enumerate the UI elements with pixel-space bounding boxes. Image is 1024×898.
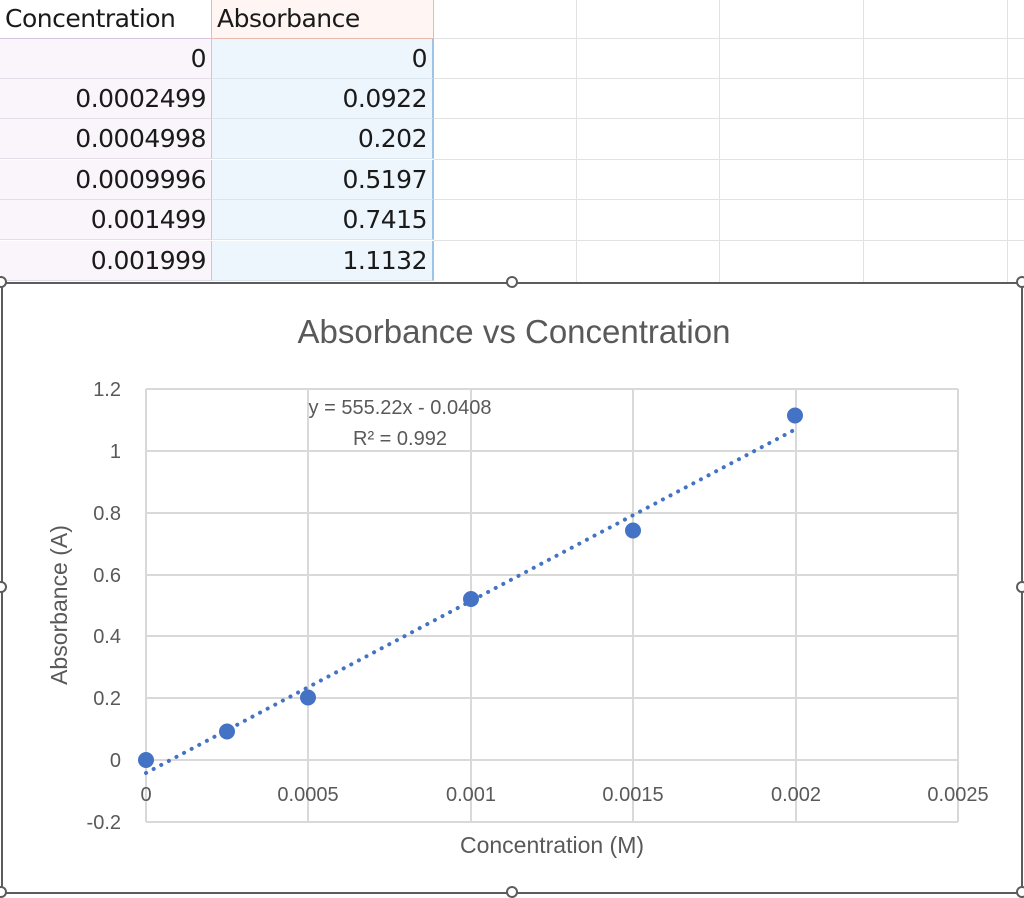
data-point[interactable] xyxy=(625,522,641,539)
gridline xyxy=(863,0,864,282)
cell-concentration[interactable]: 0.001999 xyxy=(0,241,212,281)
y-tick: 0.6 xyxy=(93,565,121,587)
gridline xyxy=(434,38,1024,39)
resize-handle-right[interactable] xyxy=(1016,581,1024,593)
y-tick: 1 xyxy=(110,441,121,463)
resize-handle-bottom[interactable] xyxy=(506,886,518,898)
r-squared-value: R² = 0.992 xyxy=(353,428,447,450)
data-point[interactable] xyxy=(138,752,154,768)
x-axis-title[interactable]: Concentration (M) xyxy=(460,832,644,858)
data-point[interactable] xyxy=(463,591,479,607)
y-tick: 1.2 xyxy=(93,379,121,401)
gridline xyxy=(434,199,1024,200)
gridline xyxy=(434,240,1024,241)
data-series-absorbance[interactable] xyxy=(138,407,803,769)
y-tick: 0.4 xyxy=(93,626,121,648)
header-cell-absorbance[interactable]: Absorbance xyxy=(212,0,434,39)
gridline xyxy=(434,118,1024,119)
scatter-chart: Absorbance vs Concentration 1.2 1 0.8 xyxy=(46,313,989,858)
y-tick: -0.2 xyxy=(87,812,121,834)
resize-handle-bottom-right[interactable] xyxy=(1016,886,1024,898)
resize-handle-top[interactable] xyxy=(506,276,518,288)
header-cell-concentration[interactable]: Concentration xyxy=(0,0,212,39)
data-point[interactable] xyxy=(300,689,316,706)
cell-concentration[interactable]: 0.0004998 xyxy=(0,119,212,159)
trendline-label[interactable]: y = 555.22x - 0.0408 R² = 0.992 xyxy=(309,397,492,450)
resize-handle-top-right[interactable] xyxy=(1016,276,1024,288)
x-axis-ticks: 0 0.0005 0.001 0.0015 0.002 0.0025 xyxy=(140,784,988,806)
resize-handle-left[interactable] xyxy=(0,581,7,593)
cell-concentration[interactable]: 0 xyxy=(0,39,212,79)
y-tick: 0.2 xyxy=(93,688,121,710)
cell-concentration[interactable]: 0.001499 xyxy=(0,200,212,240)
gridline xyxy=(1007,0,1008,282)
x-tick: 0.002 xyxy=(771,784,821,806)
data-point[interactable] xyxy=(219,723,235,740)
cell-concentration[interactable]: 0.0009996 xyxy=(0,160,212,200)
x-tick: 0 xyxy=(140,784,151,806)
y-tick: 0 xyxy=(110,750,121,772)
data-point[interactable] xyxy=(787,407,803,424)
cell-absorbance[interactable]: 0 xyxy=(212,39,434,79)
cell-absorbance[interactable]: 0.202 xyxy=(212,119,434,159)
y-axis-title[interactable]: Absorbance (A) xyxy=(46,525,72,685)
vertical-gridlines xyxy=(145,389,959,822)
y-axis-ticks: 1.2 1 0.8 0.6 0.4 0.2 0 -0.2 xyxy=(87,379,121,834)
cell-absorbance[interactable]: 1.1132 xyxy=(212,241,434,281)
trendline-equation: y = 555.22x - 0.0408 xyxy=(309,397,492,419)
x-tick: 0.0005 xyxy=(277,784,338,806)
chart-object[interactable]: Absorbance vs Concentration 1.2 1 0.8 xyxy=(0,276,1024,898)
cell-absorbance[interactable]: 0.0922 xyxy=(212,79,434,119)
horizontal-gridlines xyxy=(146,388,958,823)
y-tick: 0.8 xyxy=(93,503,121,525)
resize-handle-bottom-left[interactable] xyxy=(0,886,7,898)
x-tick: 0.001 xyxy=(446,784,496,806)
cell-concentration[interactable]: 0.0002499 xyxy=(0,79,212,119)
x-tick: 0.0025 xyxy=(927,784,988,806)
gridline xyxy=(719,0,720,282)
cell-absorbance[interactable]: 0.5197 xyxy=(212,160,434,200)
cell-absorbance[interactable]: 0.7415 xyxy=(212,200,434,240)
gridline xyxy=(434,78,1024,79)
gridline xyxy=(576,0,577,282)
gridline xyxy=(434,159,1024,160)
chart-title[interactable]: Absorbance vs Concentration xyxy=(298,313,731,350)
x-tick: 0.0015 xyxy=(602,784,663,806)
spreadsheet-grid[interactable]: Concentration Absorbance 0 0 0.0002499 0… xyxy=(0,0,1024,282)
resize-handle-top-left[interactable] xyxy=(0,276,7,288)
